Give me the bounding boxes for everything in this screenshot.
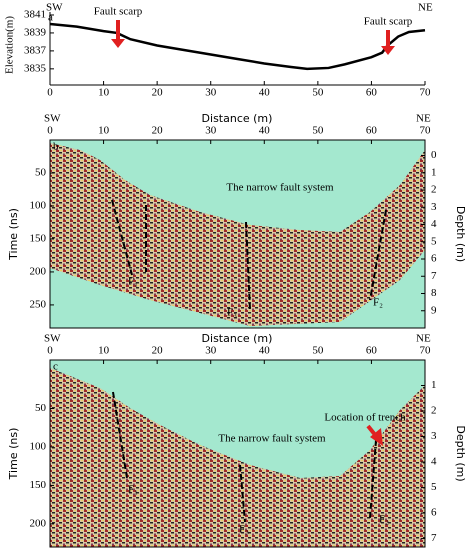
fault-label: F₁ bbox=[128, 276, 138, 288]
y2-axis-label: Depth (m) bbox=[454, 206, 467, 262]
panel-label: b bbox=[53, 141, 59, 153]
x-tick-label: 60 bbox=[366, 125, 378, 137]
left-label: SW bbox=[46, 2, 63, 14]
y2-tick-label: 5 bbox=[431, 235, 437, 247]
y2-tick-label: 4 bbox=[431, 456, 437, 468]
chart-title: The narrow fault system bbox=[218, 433, 326, 445]
x-tick-label: 70 bbox=[420, 125, 432, 137]
x-tick-label: 70 bbox=[420, 345, 432, 357]
y2-tick-label: 0 bbox=[431, 149, 437, 161]
panel-label: a bbox=[48, 12, 53, 24]
x-tick-label: 30 bbox=[205, 125, 217, 137]
radargram-image bbox=[50, 143, 425, 326]
y-axis-label: Time (ns) bbox=[7, 428, 20, 481]
y-tick-label: 200 bbox=[30, 517, 47, 529]
y2-tick-label: 6 bbox=[431, 253, 437, 265]
annotation: Location of trench bbox=[324, 412, 406, 424]
y2-tick-label: 2 bbox=[431, 184, 437, 196]
y2-tick-label: 2 bbox=[431, 405, 437, 417]
y2-tick-label: 4 bbox=[431, 218, 437, 230]
x-axis-label: Distance (m) bbox=[202, 112, 273, 125]
annotation: Fault scarp bbox=[94, 6, 143, 18]
y-tick-label: 3841 bbox=[24, 9, 46, 21]
y-tick-label: 50 bbox=[35, 167, 47, 179]
x-tick-label: 60 bbox=[366, 87, 378, 99]
y2-tick-label: 1 bbox=[431, 379, 437, 391]
right-label: NE bbox=[416, 113, 431, 125]
radargram-traces bbox=[50, 368, 425, 547]
y-tick-label: 100 bbox=[30, 199, 47, 211]
arrow-head bbox=[381, 46, 395, 55]
x-axis-label: Distance (m) bbox=[202, 332, 273, 345]
x-tick-label: 50 bbox=[312, 87, 324, 99]
x-tick-label: 60 bbox=[366, 345, 378, 357]
annotation: Fault scarp bbox=[364, 16, 413, 28]
y-tick-label: 50 bbox=[35, 402, 47, 414]
y-axis-label: Elevation(m) bbox=[4, 16, 16, 74]
x-tick-label: 10 bbox=[98, 345, 110, 357]
x-tick-label: 40 bbox=[259, 87, 271, 99]
fault-line bbox=[245, 221, 251, 311]
x-tick-label: 0 bbox=[47, 125, 53, 137]
x-tick-label: 0 bbox=[47, 345, 53, 357]
fault-label: F₃ bbox=[239, 524, 249, 536]
x-tick-label: 50 bbox=[312, 125, 324, 137]
panel-label: c bbox=[53, 361, 58, 373]
y2-tick-label: 7 bbox=[431, 270, 437, 282]
x-tick-label: 10 bbox=[98, 125, 110, 137]
arrow-head bbox=[370, 428, 383, 446]
y2-tick-label: 6 bbox=[431, 507, 437, 519]
left-label: SW bbox=[44, 113, 61, 125]
y-tick-label: 150 bbox=[30, 479, 47, 491]
y-tick-label: 150 bbox=[30, 232, 47, 244]
fault-line bbox=[111, 199, 133, 276]
right-label: NE bbox=[416, 333, 431, 345]
y2-tick-label: 5 bbox=[431, 481, 437, 493]
plot-frame bbox=[49, 139, 426, 329]
fault-line bbox=[369, 209, 387, 301]
x-tick-label: 50 bbox=[312, 345, 324, 357]
y2-tick-label: 9 bbox=[431, 304, 437, 316]
y2-tick-label: 3 bbox=[431, 201, 437, 213]
radargram-traces bbox=[50, 143, 425, 326]
y-axis-label: Time (ns) bbox=[7, 208, 20, 261]
x-tick-label: 40 bbox=[259, 125, 271, 137]
y2-tick-label: 7 bbox=[431, 532, 437, 544]
fault-label: F₂ bbox=[373, 297, 383, 309]
y-tick-label: 3839 bbox=[24, 26, 47, 38]
x-tick-label: 20 bbox=[152, 87, 164, 99]
x-tick-label: 0 bbox=[47, 87, 53, 99]
x-tick-label: 70 bbox=[420, 87, 432, 99]
y2-tick-label: 8 bbox=[431, 287, 437, 299]
y2-axis-label: Depth (m) bbox=[454, 425, 467, 481]
y-tick-label: 250 bbox=[30, 298, 47, 310]
y-tick-label: 3837 bbox=[24, 44, 47, 56]
x-tick-label: 30 bbox=[205, 345, 217, 357]
fault-label: F₂ bbox=[379, 514, 389, 526]
arrow-head bbox=[111, 39, 125, 48]
y2-tick-label: 3 bbox=[431, 430, 437, 442]
fault-label: F₁ bbox=[128, 484, 138, 496]
radargram-image bbox=[50, 368, 425, 547]
x-tick-label: 30 bbox=[205, 87, 217, 99]
plot-frame bbox=[49, 359, 426, 548]
y-tick-label: 3835 bbox=[24, 62, 47, 74]
left-label: SW bbox=[44, 333, 61, 345]
chart-title: The narrow fault system bbox=[226, 182, 334, 194]
fault-line bbox=[112, 391, 128, 479]
x-tick-label: 20 bbox=[152, 345, 164, 357]
y-tick-label: 100 bbox=[30, 440, 47, 452]
fault-line bbox=[239, 464, 246, 523]
y-tick-label: 200 bbox=[30, 265, 47, 277]
fault-label: F₃ bbox=[227, 307, 237, 319]
y2-tick-label: 1 bbox=[431, 166, 437, 178]
elevation-line bbox=[49, 22, 426, 71]
x-tick-label: 20 bbox=[152, 125, 164, 137]
x-tick-label: 10 bbox=[98, 87, 110, 99]
right-label: NE bbox=[418, 2, 433, 14]
x-tick-label: 40 bbox=[259, 345, 271, 357]
fault-line bbox=[369, 439, 377, 519]
